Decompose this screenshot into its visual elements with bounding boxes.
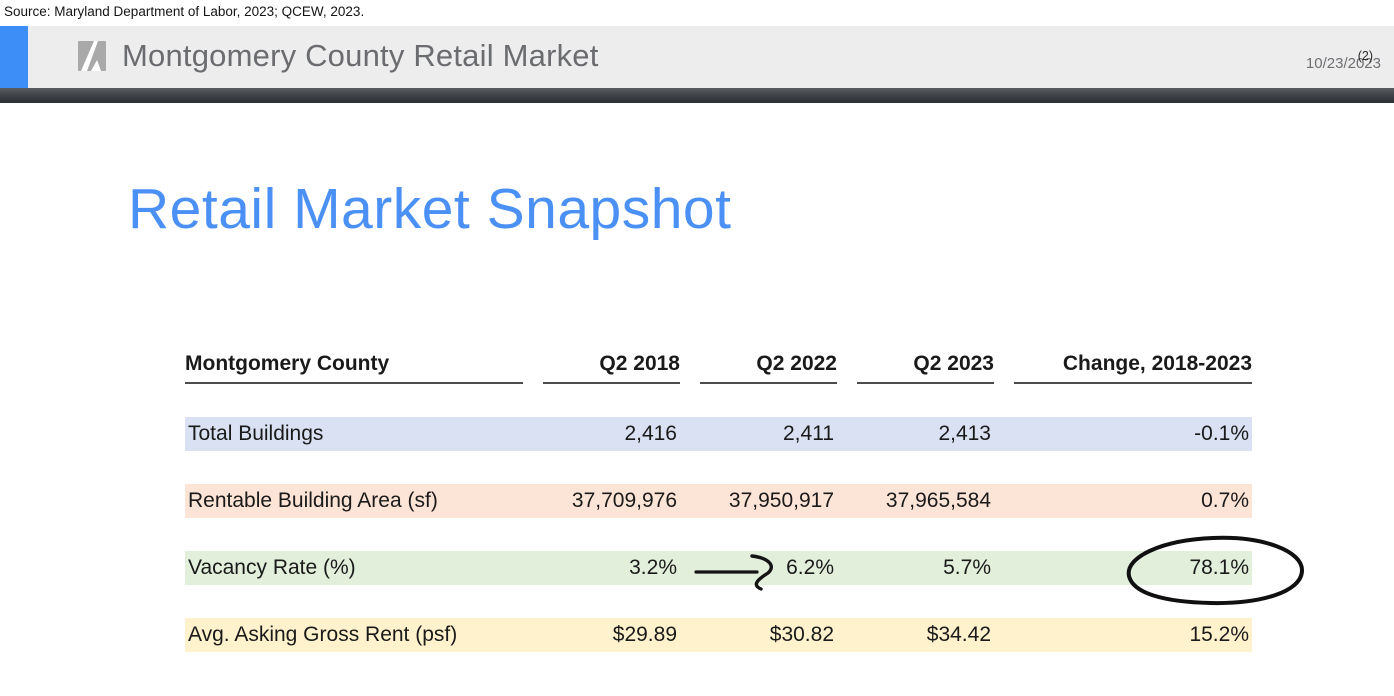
header-date: 10/23/2023: [1305, 55, 1381, 72]
cell-value: $34.42: [926, 623, 991, 646]
column-header-q2-2018: Q2 2018: [543, 350, 680, 384]
retail-market-table: Montgomery County Q2 2018 Q2 2022 Q2 202…: [185, 350, 1252, 652]
slide-title: Retail Market Snapshot: [128, 177, 732, 241]
table-header-row: Montgomery County Q2 2018 Q2 2022 Q2 202…: [185, 350, 1252, 384]
slide-header-bar: Montgomery County Retail Market 10/23/20…: [0, 26, 1394, 88]
table-row-total-buildings: Total Buildings 2,416 2,411 2,413 -0.1%: [185, 417, 1252, 451]
cell-value: 0.7%: [1201, 489, 1249, 512]
cell-value: 6.2%: [786, 556, 834, 579]
blue-accent-square: [0, 26, 28, 88]
cell-value: 37,965,584: [885, 489, 991, 512]
column-header-q2-2023: Q2 2023: [857, 350, 994, 384]
slide-header-title: Montgomery County Retail Market: [122, 38, 599, 73]
cell-value: 3.2%: [629, 556, 677, 579]
row-label: Rentable Building Area (sf): [188, 489, 438, 512]
row-label: Avg. Asking Gross Rent (psf): [188, 623, 458, 646]
cell-value: 78.1%: [1189, 556, 1249, 579]
column-header-q2-2022: Q2 2022: [700, 350, 837, 384]
table-row-rentable-area: Rentable Building Area (sf) 37,709,976 3…: [185, 484, 1252, 518]
cell-value: 2,411: [783, 422, 834, 445]
cell-value: 37,709,976: [571, 489, 677, 512]
row-label: Total Buildings: [188, 422, 324, 445]
column-header-entity: Montgomery County: [185, 350, 523, 384]
cell-value: 37,950,917: [728, 489, 834, 512]
divider-bar: [0, 88, 1394, 103]
cell-value: 15.2%: [1189, 623, 1249, 646]
page-number-badge: (2): [1357, 49, 1373, 63]
cell-value: -0.1%: [1194, 422, 1249, 445]
row-label: Vacancy Rate (%): [188, 556, 356, 579]
cell-value: $29.89: [612, 623, 677, 646]
cell-value: 5.7%: [943, 556, 991, 579]
cell-value: $30.82: [769, 623, 834, 646]
source-citation: Source: Maryland Department of Labor, 20…: [4, 4, 365, 19]
column-header-change: Change, 2018-2023: [1014, 350, 1252, 384]
company-logo-icon: [78, 41, 106, 71]
cell-value: 2,413: [938, 422, 991, 445]
table-row-vacancy-rate: Vacancy Rate (%) 3.2% 6.2% 5.7% 78.1%: [185, 551, 1252, 585]
table-row-asking-rent: Avg. Asking Gross Rent (psf) $29.89 $30.…: [185, 618, 1252, 652]
cell-value: 2,416: [624, 422, 677, 445]
